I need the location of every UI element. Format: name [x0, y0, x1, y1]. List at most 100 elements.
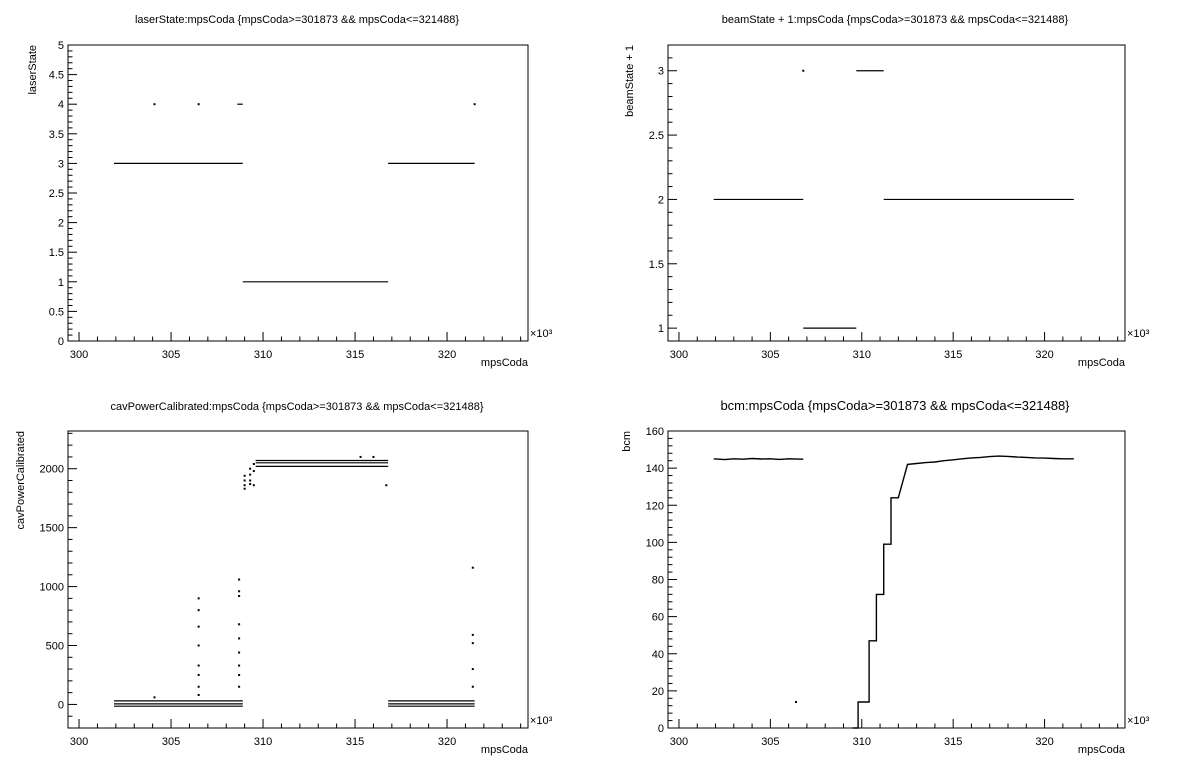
data-point [252, 470, 255, 473]
x-tick-label: 305 [162, 736, 180, 748]
chart-title: cavPowerCalibrated:mpsCoda {mpsCoda>=301… [110, 401, 483, 413]
chart-panel-1: laserState:mpsCoda {mpsCoda>=301873 && m… [27, 14, 553, 369]
y-tick-label: 2 [658, 194, 664, 206]
x-tick-label: 300 [670, 736, 688, 748]
data-point [238, 595, 241, 597]
x-axis-multiplier: ×10³ [530, 328, 553, 340]
y-axis-label: bcm [621, 431, 633, 452]
data-point [249, 483, 252, 486]
x-tick-label: 305 [761, 736, 779, 748]
x-tick-label: 320 [438, 736, 456, 748]
x-tick-label: 320 [438, 349, 456, 361]
x-tick-label: 315 [346, 736, 364, 748]
y-axis-label: cavPowerCalibrated [15, 431, 27, 529]
y-tick-label: 1000 [40, 582, 64, 594]
data-point [197, 609, 200, 612]
y-tick-label: 100 [646, 537, 664, 549]
data-point [238, 664, 241, 667]
y-tick-label: 0 [58, 336, 64, 348]
y-tick-label: 0 [58, 699, 64, 711]
data-point [238, 590, 241, 593]
plot-frame [667, 430, 1126, 729]
y-tick-label: 3 [658, 66, 664, 78]
data-point [197, 664, 200, 667]
chart-panel-4: bcm:mpsCoda {mpsCoda>=301873 && mpsCoda<… [621, 398, 1150, 756]
chart-title: beamState + 1:mpsCoda {mpsCoda>=301873 &… [722, 14, 1069, 26]
x-axis-multiplier: ×10³ [1127, 715, 1150, 727]
chart-title: bcm:mpsCoda {mpsCoda>=301873 && mpsCoda<… [720, 398, 1070, 413]
x-tick-label: 315 [944, 349, 962, 361]
data-point [249, 479, 252, 482]
chart-panel-2: beamState + 1:mpsCoda {mpsCoda>=301873 &… [624, 14, 1150, 369]
x-tick-label: 300 [670, 349, 688, 361]
x-axis-label: mpsCoda [481, 744, 529, 756]
data-point [372, 455, 375, 458]
x-axis-multiplier: ×10³ [530, 715, 553, 727]
y-tick-label: 1.5 [649, 259, 664, 271]
y-tick-label: 1 [58, 277, 64, 289]
x-axis-label: mpsCoda [1078, 357, 1126, 369]
data-point [243, 479, 246, 482]
x-tick-label: 300 [70, 349, 88, 361]
data-point [471, 566, 474, 569]
y-axis-label: laserState [27, 45, 39, 95]
y-tick-label: 1500 [40, 523, 64, 535]
data-point [197, 685, 200, 688]
data-point [197, 673, 200, 676]
chart-panel-3: cavPowerCalibrated:mpsCoda {mpsCoda>=301… [15, 401, 553, 756]
data-point [153, 696, 156, 699]
data-point [243, 484, 246, 487]
y-tick-label: 2000 [40, 464, 64, 476]
data-point [385, 484, 388, 487]
x-tick-label: 300 [70, 736, 88, 748]
data-point [802, 69, 805, 72]
data-point [197, 597, 200, 600]
y-tick-label: 500 [46, 641, 64, 653]
y-tick-label: 0 [658, 723, 664, 735]
x-axis-label: mpsCoda [481, 357, 529, 369]
y-tick-label: 0.5 [49, 306, 64, 318]
data-point [252, 484, 255, 487]
data-point [359, 455, 362, 458]
x-tick-label: 310 [254, 349, 272, 361]
data-point [794, 701, 797, 704]
y-tick-label: 4.5 [49, 70, 64, 82]
plot-frame [67, 44, 529, 342]
data-series-line [713, 457, 804, 461]
x-tick-label: 305 [162, 349, 180, 361]
data-point [471, 685, 474, 688]
data-point [238, 685, 241, 688]
data-point [238, 637, 241, 640]
y-tick-label: 1.5 [49, 247, 64, 259]
y-tick-label: 160 [646, 426, 664, 438]
data-point [471, 633, 474, 636]
y-axis-label: beamState + 1 [624, 45, 636, 117]
x-tick-label: 315 [944, 736, 962, 748]
data-point [197, 103, 200, 106]
data-point [473, 103, 476, 106]
data-point [249, 467, 252, 470]
data-point [238, 623, 241, 626]
y-tick-label: 2.5 [649, 130, 664, 142]
x-tick-label: 310 [853, 349, 871, 361]
plot-frame [67, 430, 529, 729]
data-point [249, 473, 252, 476]
data-point [197, 644, 200, 647]
y-tick-label: 120 [646, 500, 664, 512]
data-point [243, 474, 246, 477]
x-tick-label: 320 [1035, 736, 1053, 748]
y-tick-label: 3 [58, 158, 64, 170]
y-tick-label: 2 [58, 218, 64, 230]
x-tick-label: 310 [254, 736, 272, 748]
data-point [238, 651, 241, 654]
plot-frame [667, 44, 1126, 342]
data-point [238, 673, 241, 676]
y-tick-label: 140 [646, 463, 664, 475]
y-tick-label: 3.5 [49, 129, 64, 141]
y-tick-label: 4 [58, 99, 64, 111]
y-tick-label: 1 [658, 323, 664, 335]
x-tick-label: 305 [761, 349, 779, 361]
y-tick-label: 20 [652, 686, 664, 698]
y-tick-label: 40 [652, 649, 664, 661]
